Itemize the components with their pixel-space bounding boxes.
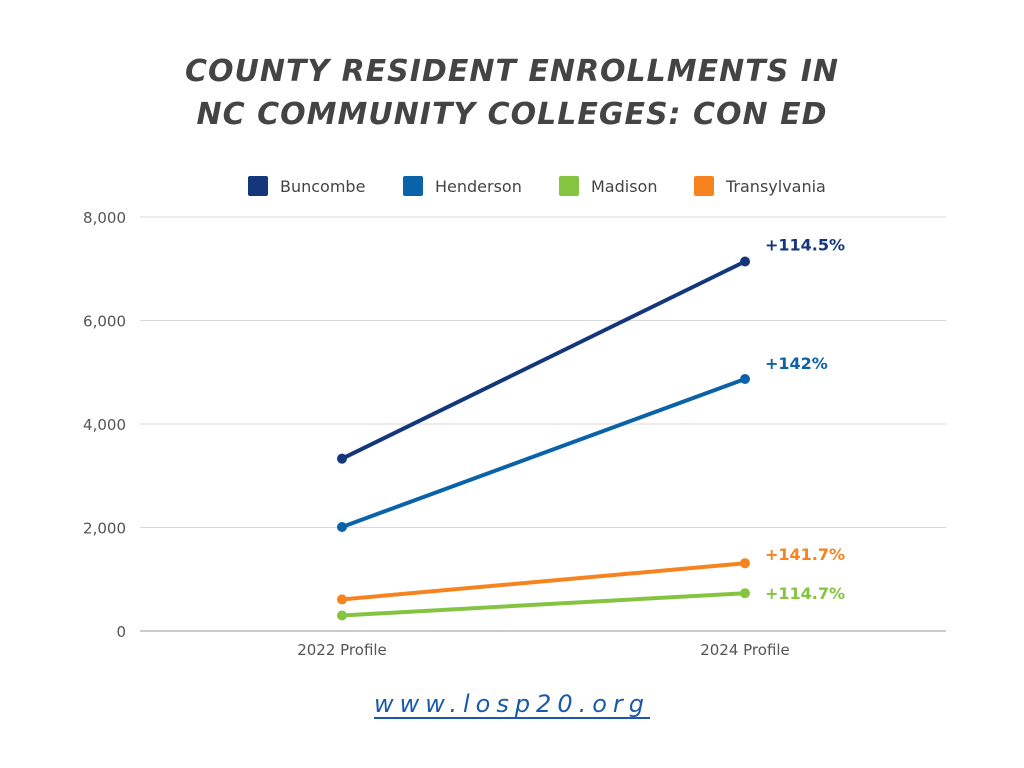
annotation-buncombe: +114.5% [765, 236, 845, 255]
legend-swatch-henderson [403, 176, 423, 196]
data-point-transylvania [337, 594, 347, 605]
data-point-madison [740, 588, 750, 599]
legend-label-henderson: Henderson [435, 176, 522, 196]
annotation-henderson: +142% [765, 354, 828, 373]
legend-label-madison: Madison [591, 176, 658, 196]
annotation-transylvania: +141.7% [765, 545, 845, 564]
series-line-buncombe [340, 259, 747, 461]
legend-swatch-transylvania [694, 176, 714, 196]
x-tick-label: 2024 Profile [700, 641, 790, 659]
y-tick-label: 0 [116, 623, 126, 641]
series-line-henderson [340, 376, 747, 529]
data-point-buncombe [740, 256, 750, 267]
x-tick-label: 2022 Profile [297, 641, 387, 659]
legend-swatch-buncombe [248, 176, 268, 196]
y-tick-label: 2,000 [83, 520, 126, 538]
legend-item-transylvania: Transylvania [694, 173, 826, 199]
data-point-henderson [337, 521, 347, 532]
annotation-madison: +114.7% [765, 584, 845, 603]
y-tick-label: 8,000 [83, 209, 126, 227]
legend-label-buncombe: Buncombe [280, 176, 366, 196]
chart-title-line-2: NC COMMUNITY COLLEGES: CON ED [196, 97, 828, 132]
series-line-transylvania [340, 561, 747, 602]
y-tick-label: 4,000 [83, 416, 126, 434]
legend-item-henderson: Henderson [403, 173, 522, 199]
data-point-madison [337, 610, 347, 621]
legend-item-madison: Madison [559, 173, 657, 199]
series-line-madison [340, 591, 747, 618]
chart-title-line-1: COUNTY RESIDENT ENROLLMENTS IN [184, 54, 840, 89]
website-link[interactable]: www.losp20.org [373, 690, 651, 718]
legend-item-buncombe: Buncombe [248, 173, 365, 199]
y-tick-label: 6,000 [83, 313, 126, 331]
data-point-buncombe [337, 453, 347, 464]
data-point-transylvania [740, 558, 750, 569]
legend-label-transylvania: Transylvania [726, 176, 826, 196]
chart-legend: Buncombe Henderson Madison Transylvania [0, 173, 1024, 199]
legend-swatch-madison [559, 176, 579, 196]
data-point-henderson [740, 373, 750, 384]
